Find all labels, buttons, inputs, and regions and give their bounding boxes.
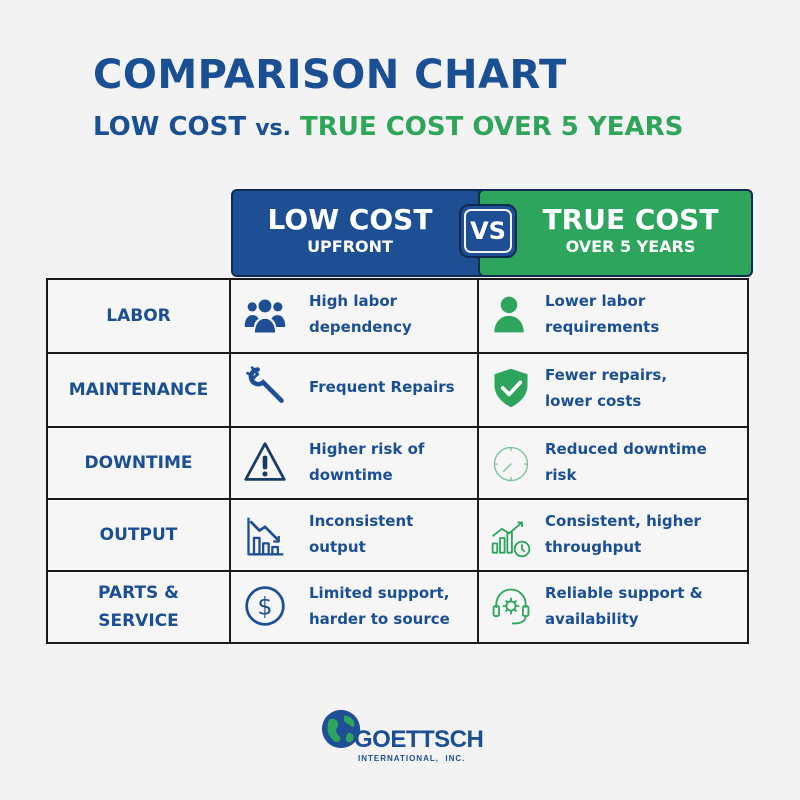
table-row-maintenance: MAINTENANCE Frequent Repairs Fewer repai…	[48, 352, 747, 426]
subtitle-low-cost: LOW COST	[93, 112, 247, 142]
low-cost-cell: Higher risk of downtime	[231, 428, 479, 498]
true-cost-text: Reliable support & availability	[545, 584, 703, 628]
shield-check-icon	[489, 366, 533, 410]
low-cost-text: Higher risk of downtime	[309, 440, 425, 484]
low-cost-text: Frequent Repairs	[309, 378, 455, 396]
table-row-downtime: DOWNTIME Higher risk of downtime R	[48, 426, 747, 498]
svg-text:$: $	[257, 592, 272, 620]
true-cost-cell: Lower labor requirements	[479, 280, 747, 352]
low-cost-cell: High labor dependency	[231, 280, 479, 352]
logo-name: GOETTSCH	[354, 726, 484, 753]
header-true-cost-sub: OVER 5 YEARS	[565, 237, 696, 256]
dollar-circle-icon: $	[243, 584, 287, 628]
row-label: PARTS & SERVICE	[48, 572, 231, 642]
globe-icon	[321, 709, 361, 749]
header-low-cost-sub: UPFRONT	[307, 237, 393, 256]
page-subtitle: LOW COST vs. TRUE COST OVER 5 YEARS	[93, 112, 683, 142]
true-cost-text: Consistent, higher throughput	[545, 512, 701, 556]
header-low-cost-title: LOW COST	[267, 203, 433, 236]
true-cost-text: Reduced downtime risk	[545, 440, 707, 484]
true-cost-cell: Fewer repairs, lower costs	[479, 354, 747, 426]
row-label: LABOR	[48, 280, 231, 352]
company-logo: GOETTSCH INTERNATIONAL, INC.	[318, 706, 488, 766]
vs-badge: VS	[459, 204, 517, 258]
row-label: OUTPUT	[48, 500, 231, 570]
header-low-cost: LOW COST UPFRONT	[231, 189, 491, 277]
table-row-output: OUTPUT Inconsistent output	[48, 498, 747, 570]
true-cost-cell: Reduced downtime risk	[479, 428, 747, 498]
headset-gear-icon	[489, 584, 533, 628]
true-cost-text: Lower labor requirements	[545, 292, 660, 336]
logo-tagline: INTERNATIONAL, INC.	[358, 754, 466, 763]
rising-chart-icon	[489, 516, 533, 560]
true-cost-text: Fewer repairs, lower costs	[545, 366, 668, 410]
true-cost-cell: Consistent, higher throughput	[479, 500, 747, 570]
low-cost-cell: Frequent Repairs	[231, 354, 479, 426]
declining-chart-icon	[243, 514, 287, 558]
low-cost-text: High labor dependency	[309, 292, 412, 336]
low-cost-text: Limited support, harder to source	[309, 584, 450, 628]
comparison-table: LABOR High labor dependency Lower labor …	[46, 278, 749, 644]
page-title: COMPARISON CHART	[93, 52, 567, 98]
row-label: DOWNTIME	[48, 428, 231, 498]
table-row-labor: LABOR High labor dependency Lower labor …	[48, 280, 747, 352]
low-cost-cell: $ Limited support, harder to source	[231, 572, 479, 642]
subtitle-vs: vs.	[255, 116, 291, 141]
subtitle-true-cost: TRUE COST OVER 5 YEARS	[300, 112, 684, 142]
header-true-cost: TRUE COST OVER 5 YEARS	[478, 189, 753, 277]
low-cost-cell: Inconsistent output	[231, 500, 479, 570]
person-icon	[487, 292, 531, 336]
true-cost-cell: Reliable support & availability	[479, 572, 747, 642]
low-cost-text: Inconsistent output	[309, 512, 414, 556]
row-label: MAINTENANCE	[48, 354, 231, 426]
people-group-icon	[243, 294, 287, 338]
clock-icon	[489, 442, 533, 486]
table-row-parts-service: PARTS & SERVICE $ Limited support, harde…	[48, 570, 747, 642]
header-true-cost-title: TRUE COST	[542, 203, 719, 236]
warning-triangle-icon	[243, 440, 287, 484]
wrench-icon	[243, 364, 287, 408]
